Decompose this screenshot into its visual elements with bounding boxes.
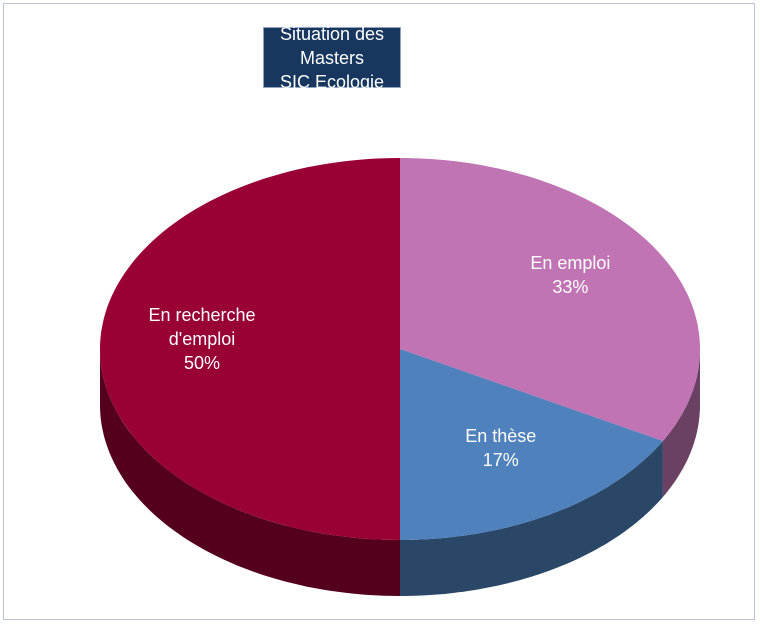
value-label: 17%	[482, 449, 519, 470]
data-label: En recherche d'emploi 50%	[137, 303, 267, 375]
data-label: En thèse 17%	[436, 424, 566, 472]
title-box: Situation des Masters SIC Ecologie	[263, 24, 401, 92]
slice	[400, 349, 663, 540]
category-label: En emploi	[530, 252, 611, 273]
chart-frame	[3, 3, 755, 620]
slice	[100, 158, 400, 540]
chart-subtitle: SIC Ecologie	[279, 71, 385, 92]
data-label: En emploi 33%	[505, 251, 635, 299]
slice-side	[100, 349, 400, 596]
slice-side	[662, 349, 700, 497]
chart-title: Situation des Masters	[279, 23, 385, 68]
slice	[400, 158, 700, 441]
value-label: 50%	[183, 353, 221, 373]
value-label: 33%	[552, 276, 589, 297]
slice-side	[400, 441, 663, 596]
category-label: En thèse	[465, 425, 537, 446]
category-label: En recherche d'emploi	[148, 305, 256, 349]
